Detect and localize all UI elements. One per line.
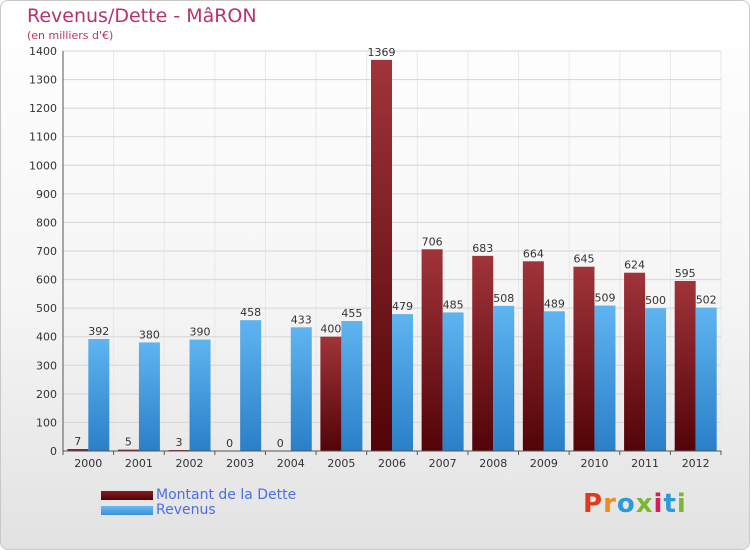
y-tick-label: 200 xyxy=(36,388,57,401)
bar-debt-2006 xyxy=(371,59,392,451)
value-label-revenus-2008: 508 xyxy=(493,292,514,305)
value-label-debt-2000: 7 xyxy=(74,435,81,448)
value-label-debt-2004: 0 xyxy=(277,437,284,450)
bar-debt-2012 xyxy=(674,281,696,451)
x-tick-label: 2006 xyxy=(378,457,406,470)
y-tick-label: 300 xyxy=(36,359,57,372)
x-tick-label: 2004 xyxy=(277,457,305,470)
x-tick-label: 2008 xyxy=(479,457,507,470)
y-tick-label: 900 xyxy=(36,188,57,201)
bar-debt-2009 xyxy=(522,261,544,451)
legend-swatch-revenus xyxy=(101,505,153,515)
bar-revenus-2006 xyxy=(392,314,413,451)
logo-letter: t xyxy=(663,489,677,519)
logo-letter: P xyxy=(583,489,604,519)
y-tick-label: 1300 xyxy=(29,74,57,87)
value-label-revenus-2010: 509 xyxy=(594,292,615,305)
value-label-revenus-2009: 489 xyxy=(544,297,565,310)
value-label-revenus-2003: 458 xyxy=(240,306,261,319)
chart-unit-label: (en milliers d'€) xyxy=(27,29,114,42)
chart-title: Revenus/Dette - MâRON xyxy=(27,5,257,27)
value-label-revenus-2004: 433 xyxy=(291,313,312,326)
legend-label-revenus: Revenus xyxy=(156,502,216,518)
bar-revenus-2000 xyxy=(88,339,110,451)
legend-swatch-debt xyxy=(101,490,153,500)
y-tick-label: 100 xyxy=(36,416,57,429)
y-tick-label: 800 xyxy=(36,216,57,229)
y-tick-label: 1400 xyxy=(29,45,57,58)
bar-revenus-2008 xyxy=(493,305,515,451)
bar-revenus-2009 xyxy=(543,311,565,451)
value-label-revenus-2002: 390 xyxy=(190,326,211,339)
legend-label-debt: Montant de la Dette xyxy=(156,487,297,503)
bar-revenus-2007 xyxy=(442,312,464,451)
value-label-debt-2011: 624 xyxy=(624,259,645,272)
value-label-revenus-2000: 392 xyxy=(88,325,109,338)
bar-revenus-2012 xyxy=(695,307,717,451)
value-label-debt-2006: 1369 xyxy=(368,46,396,59)
y-tick-label: 600 xyxy=(36,274,57,287)
bar-revenus-2003 xyxy=(240,320,262,451)
value-label-revenus-2005: 455 xyxy=(341,307,362,320)
x-tick-label: 2009 xyxy=(530,457,558,470)
value-label-revenus-2001: 380 xyxy=(139,328,160,341)
value-label-revenus-2011: 500 xyxy=(645,294,666,307)
bar-revenus-2001 xyxy=(138,342,160,451)
x-tick-label: 2003 xyxy=(226,457,254,470)
value-label-debt-2003: 0 xyxy=(226,437,233,450)
y-tick-label: 1100 xyxy=(29,131,57,144)
logo-letter: i xyxy=(676,489,687,519)
bar-revenus-2010 xyxy=(594,305,616,451)
x-tick-label: 2012 xyxy=(682,457,710,470)
value-label-debt-2009: 664 xyxy=(523,247,544,260)
bar-revenus-2004 xyxy=(290,327,312,451)
bar-debt-2001 xyxy=(117,449,139,451)
bar-debt-2000 xyxy=(67,449,89,451)
y-tick-label: 0 xyxy=(50,445,57,458)
logo-letter: i xyxy=(653,489,664,519)
x-tick-label: 2007 xyxy=(429,457,457,470)
value-label-debt-2008: 683 xyxy=(472,242,493,255)
value-label-debt-2002: 3 xyxy=(176,436,183,449)
x-tick-label: 2010 xyxy=(580,457,608,470)
x-tick-label: 2001 xyxy=(125,457,153,470)
value-label-debt-2005: 400 xyxy=(320,323,341,336)
bar-debt-2011 xyxy=(624,272,646,451)
value-label-revenus-2012: 502 xyxy=(696,294,717,307)
value-label-debt-2012: 595 xyxy=(675,267,696,280)
axes-layer: 0100200300400500600700800900100011001200… xyxy=(29,45,722,470)
logo-letter: o xyxy=(616,489,636,519)
y-tick-label: 700 xyxy=(36,245,57,258)
y-tick-label: 1000 xyxy=(29,159,57,172)
bars-layer xyxy=(67,59,717,451)
x-tick-label: 2002 xyxy=(176,457,204,470)
logo-letter: r xyxy=(603,489,617,519)
bar-debt-2010 xyxy=(573,266,595,451)
logo-letter: x xyxy=(635,489,654,519)
y-tick-label: 500 xyxy=(36,302,57,315)
value-label-debt-2001: 5 xyxy=(125,436,132,449)
y-tick-label: 400 xyxy=(36,331,57,344)
value-label-revenus-2006: 479 xyxy=(392,300,413,313)
bar-debt-2005 xyxy=(320,336,342,451)
bar-debt-2008 xyxy=(472,255,494,451)
x-tick-label: 2011 xyxy=(631,457,659,470)
value-label-revenus-2007: 485 xyxy=(443,298,464,311)
bar-revenus-2011 xyxy=(645,308,667,451)
value-label-debt-2007: 706 xyxy=(422,235,443,248)
proxiti-logo: Proxiti xyxy=(583,489,687,519)
x-tick-label: 2000 xyxy=(74,457,102,470)
y-tick-label: 1200 xyxy=(29,102,57,115)
value-label-debt-2010: 645 xyxy=(573,253,594,266)
x-tick-label: 2005 xyxy=(327,457,355,470)
legend-item-debt: Montant de la Dette xyxy=(101,487,296,503)
bar-revenus-2002 xyxy=(189,339,211,451)
bar-revenus-2005 xyxy=(341,321,363,451)
bar-debt-2007 xyxy=(421,249,443,451)
legend-item-revenus: Revenus xyxy=(101,502,216,518)
